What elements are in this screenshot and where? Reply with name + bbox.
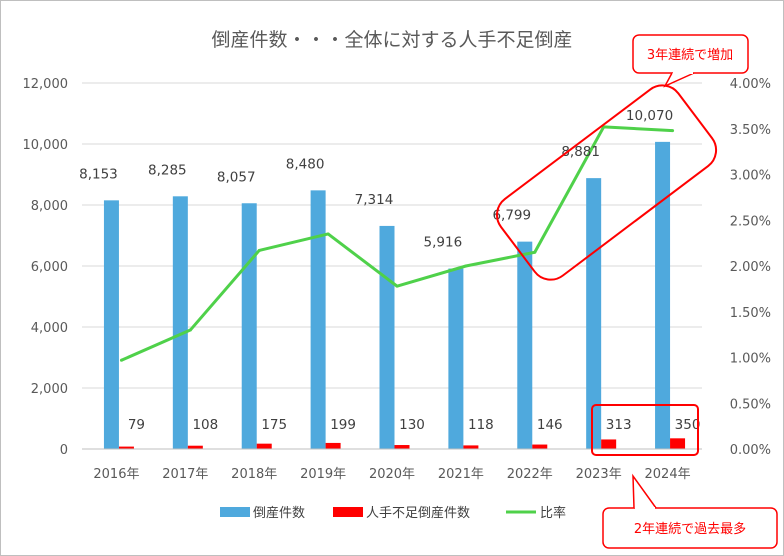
chart-title: 倒産件数・・・全体に対する人手不足倒産 (211, 29, 572, 51)
data-label-total: 8,057 (217, 169, 256, 185)
callout-pointer-increase (663, 72, 695, 88)
data-label-total: 7,314 (355, 192, 394, 208)
bar-labor-shortage (256, 443, 272, 449)
line-ratio-point (395, 284, 399, 288)
bar-labor-shortage (670, 438, 686, 449)
callout-layer: 3年連続で増加 2年連続で過去最多 (496, 34, 778, 549)
x-tick-label: 2019年 (300, 467, 346, 482)
y-left-tick-label: 12,000 (23, 77, 69, 92)
y-right-tick-label: 2.00% (730, 260, 771, 275)
x-tick-label: 2020年 (369, 467, 415, 482)
bars-layer (103, 141, 686, 450)
data-label-labor-shortage: 108 (192, 417, 218, 433)
callout-text-record: 2年連続で過去最多 (634, 521, 746, 537)
line-ratio-point (119, 358, 123, 362)
data-label-labor-shortage: 146 (537, 417, 563, 433)
data-label-labor-shortage: 350 (675, 417, 701, 433)
line-ratio-point (671, 129, 675, 133)
callout-box-record (602, 507, 778, 549)
legend-swatch-total (220, 507, 250, 517)
x-tick-label: 2017年 (162, 467, 208, 482)
y-right-tick-label: 3.00% (730, 169, 771, 184)
x-tick-label: 2021年 (438, 467, 484, 482)
label-layer: 8,153 8,285 8,0578,4807,3145,9166,7998,881… (79, 108, 700, 433)
line-ratio-point (326, 232, 330, 236)
callout-text-increase: 3年連続で増加 (647, 48, 733, 63)
data-label-labor-shortage: 199 (330, 417, 356, 433)
y-left-tick-label: 4,000 (31, 321, 68, 336)
y-right-tick-label: 2.50% (730, 214, 771, 229)
data-label-total: 5,916 (424, 235, 463, 251)
line-layer (119, 125, 675, 362)
bar-labor-shortage (187, 445, 203, 449)
bar-labor-shortage (394, 445, 410, 449)
bar-labor-shortage (325, 442, 341, 449)
callout-highlight-record (591, 404, 699, 456)
bar-labor-shortage (601, 439, 617, 449)
y-right-tick-label: 0.50% (730, 397, 771, 412)
x-tick-label: 2016年 (93, 467, 139, 482)
y-left-tick-label: 10,000 (23, 138, 69, 153)
data-label-total: 8,285 (148, 162, 187, 178)
line-ratio-point (464, 264, 468, 268)
line-ratio-point (257, 248, 261, 252)
axis-layer: 0 2,000 4,000 6,000 8,000 10,000 12,000 0.00% 0.… (23, 77, 772, 482)
x-tick-label: 2023年 (576, 467, 622, 482)
y-right-tick-label: 4.00% (730, 77, 771, 92)
x-tick-label: 2018年 (231, 467, 277, 482)
bar-total-bankruptcies (103, 200, 119, 449)
bar-total-bankruptcies (655, 141, 671, 450)
line-ratio-point (533, 250, 537, 254)
bar-labor-shortage (463, 445, 479, 449)
bar-total-bankruptcies (241, 203, 257, 449)
bar-total-bankruptcies (310, 190, 326, 450)
data-label-labor-shortage: 130 (399, 417, 425, 433)
y-left-tick-label: 8,000 (31, 199, 68, 214)
data-label-total: 10,070 (626, 108, 673, 124)
y-right-tick-label: 1.00% (730, 352, 771, 367)
x-tick-label: 2022年 (507, 467, 553, 482)
bar-total-bankruptcies (379, 225, 395, 449)
legend-label-total: 倒産件数 (253, 505, 305, 521)
legend-label-labor-shortage: 人手不足倒産件数 (366, 505, 470, 521)
legend-swatch-labor-shortage (333, 507, 363, 517)
data-label-labor-shortage: 79 (128, 417, 145, 433)
y-right-tick-label: 0.00% (730, 443, 771, 458)
data-label-total: 6,799 (492, 208, 531, 224)
y-left-tick-label: 2,000 (31, 382, 68, 397)
y-right-tick-label: 1.50% (730, 306, 771, 321)
y-right-tick-label: 3.50% (730, 123, 771, 138)
x-tick-label: 2024年 (645, 467, 691, 482)
data-label-total: 8,153 (79, 166, 118, 182)
bar-total-bankruptcies (517, 241, 533, 449)
bar-total-bankruptcies (448, 268, 464, 449)
data-label-total: 8,480 (286, 156, 325, 172)
y-left-tick-label: 0 (60, 443, 68, 458)
data-label-labor-shortage: 175 (261, 417, 287, 433)
data-label-labor-shortage: 313 (606, 417, 632, 433)
callout-pointer-record (632, 473, 657, 509)
y-left-tick-label: 6,000 (31, 260, 68, 275)
bar-labor-shortage (532, 444, 548, 449)
legend-label-ratio: 比率 (540, 505, 566, 521)
line-ratio-point (188, 328, 192, 332)
data-label-labor-shortage: 118 (468, 417, 494, 433)
legend-layer: 倒産件数 人手不足倒産件数 比率 (220, 505, 566, 521)
bar-labor-shortage (118, 446, 134, 449)
bar-total-bankruptcies (586, 178, 602, 449)
callout-highlight-trend (496, 84, 718, 281)
bar-total-bankruptcies (172, 196, 188, 449)
